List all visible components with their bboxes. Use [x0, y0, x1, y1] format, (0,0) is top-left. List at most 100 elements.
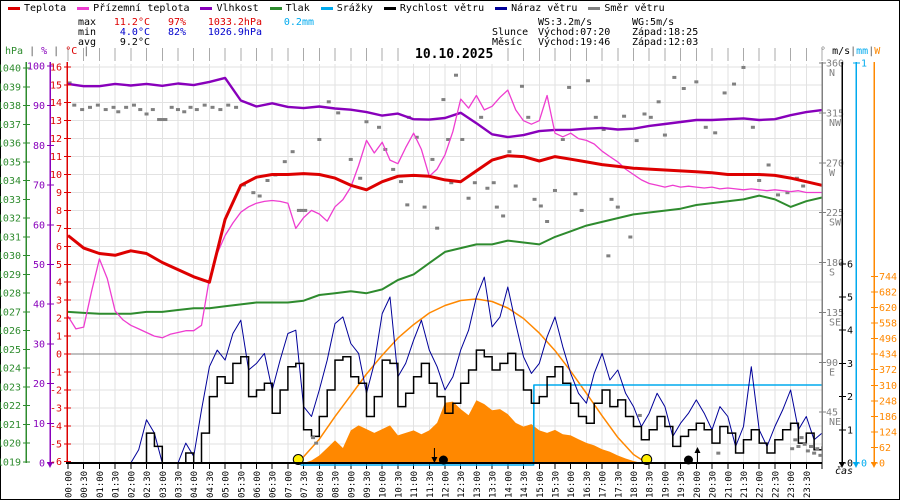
time-axis-label: čas: [835, 466, 854, 477]
deg-tick-label: 315: [826, 108, 844, 119]
legend-swatch: [200, 7, 213, 10]
smer-vetru-direction-dot: [72, 103, 77, 107]
time-label: 20:30: [709, 471, 719, 498]
smer-vetru-direction-dot: [552, 188, 557, 192]
smer-vetru-direction-dot: [802, 442, 807, 446]
smer-vetru-direction-dot: [812, 451, 817, 455]
smer-vetru-direction-dot: [485, 186, 490, 190]
smer-vetru-direction-dot: [116, 110, 121, 114]
time-label: 08:00: [316, 471, 326, 498]
time-label: 09:00: [347, 471, 357, 498]
vlhkost-humidity-line: [67, 76, 823, 139]
time-label: 09:30: [363, 471, 373, 498]
stats-cell: 1026.9hPa: [207, 27, 262, 38]
°C-tick-label: 13: [50, 116, 62, 127]
smer-vetru-direction-dot: [399, 180, 404, 184]
time-label: 10:00: [379, 471, 389, 498]
smer-vetru-direction-dot: [766, 163, 771, 167]
smer-vetru-direction-dot: [405, 203, 410, 207]
°C-tick-label: 16: [50, 62, 62, 73]
prizemni-teplota-ground-line: [67, 89, 822, 339]
time-label: 05:00: [222, 471, 232, 498]
°C-tick-label: 8: [56, 206, 62, 217]
smer-vetru-direction-dot: [703, 125, 708, 129]
smer-vetru-direction-dot: [796, 444, 801, 448]
stats-cell: 4.0°C: [119, 27, 150, 38]
smer-vetru-direction-dot: [336, 111, 341, 115]
smer-vetru-direction-dot: [507, 150, 512, 154]
smer-vetru-direction-dot: [430, 157, 435, 161]
W-tick-label: 372: [879, 365, 897, 376]
unit-celsius: °C: [65, 46, 78, 57]
smer-vetru-direction-dot: [662, 133, 667, 137]
deg-tick-label: 225: [826, 208, 844, 219]
°C-tick-label: -5: [50, 439, 62, 450]
smer-vetru-direction-dot: [494, 205, 499, 209]
legend-item-7: Směr větru: [588, 3, 665, 14]
time-label: 21:00: [724, 471, 734, 498]
smer-vetru-direction-dot: [144, 112, 149, 116]
smer-vetru-direction-dot: [157, 118, 162, 122]
deg-tick-label: 270: [826, 158, 844, 169]
smer-vetru-direction-dot: [282, 160, 287, 164]
time-label: 01:30: [112, 471, 122, 498]
time-label: 04:30: [206, 471, 216, 498]
deg-tick-label: 135: [826, 308, 844, 319]
%-tick-label: 60: [33, 220, 45, 231]
smer-vetru-direction-dot: [218, 108, 223, 112]
hPa-tick-label: 1040: [0, 64, 21, 75]
stats-cell: [262, 38, 314, 48]
hPa-tick-label: 1019: [0, 458, 21, 469]
time-label: 15:30: [551, 471, 561, 498]
m/s-tick-label: 0: [847, 459, 853, 470]
deg-dir-label: N: [829, 68, 835, 79]
time-label: 12:00: [442, 471, 452, 498]
W-tick-label: 186: [879, 412, 897, 423]
hPa-tick-label: 1024: [0, 364, 21, 375]
°C-tick-label: 9: [56, 188, 62, 199]
stats-cell: [186, 38, 262, 48]
smer-vetru-direction-dot: [163, 118, 168, 122]
stats-cell: 9.2°C: [119, 37, 150, 48]
m/s-tick-label: 4: [847, 326, 853, 337]
smer-vetru-direction-dot: [615, 205, 620, 209]
hPa-tick-label: 1028: [0, 289, 21, 300]
astro-cell: Východ:07:20: [538, 27, 611, 38]
smer-vetru-direction-dot: [391, 167, 396, 171]
stats-row-max: max 11.2°C 97% 1033.2hPa 0.2mm: [78, 18, 314, 28]
W-tick-label: 744: [879, 272, 897, 283]
legend-swatch: [588, 7, 601, 10]
smer-vetru-direction-dot: [460, 137, 465, 141]
legend-swatch: [495, 7, 508, 10]
moonset-arrowhead: [431, 457, 438, 463]
legend-swatch: [77, 7, 90, 10]
time-label: 13:30: [489, 471, 499, 498]
smer-vetru-direction-dot: [422, 205, 427, 209]
time-label: 00:30: [80, 471, 90, 498]
%-tick-label: 90: [33, 101, 45, 112]
legend-label: Srážky: [336, 3, 373, 14]
time-label: 16:30: [583, 471, 593, 498]
time-label: 19:30: [677, 471, 687, 498]
smer-vetru-direction-dot: [593, 115, 598, 119]
astro-block: WS:3.2m/s WG:5m/s Slunce Východ:07:20 Západ:…: [492, 18, 722, 48]
smer-vetru-direction-dot: [377, 125, 382, 129]
smer-vetru-direction-dot: [111, 105, 116, 109]
unit-degree: °: [820, 46, 827, 57]
astro-row-0: WS:3.2m/s WG:5m/s: [492, 18, 722, 28]
stats-row-avg: avg 9.2°C: [78, 38, 314, 48]
time-label: 18:00: [630, 471, 640, 498]
astro-cell: Východ:19:46: [538, 37, 611, 48]
smer-vetru-direction-dot: [169, 105, 174, 109]
astro-cell: Západ:18:25: [632, 27, 699, 38]
stats-cell: 97%: [167, 17, 186, 28]
°C-tick-label: 4: [56, 278, 62, 289]
hPa-tick-label: 1031: [0, 232, 21, 243]
W-tick-label: 496: [879, 334, 897, 345]
smer-vetru-direction-dot: [303, 208, 308, 212]
°C-tick-label: 5: [56, 260, 62, 271]
hPa-tick-label: 1021: [0, 420, 21, 431]
smer-vetru-direction-dot: [491, 181, 496, 185]
%-tick-label: 10: [33, 419, 45, 430]
